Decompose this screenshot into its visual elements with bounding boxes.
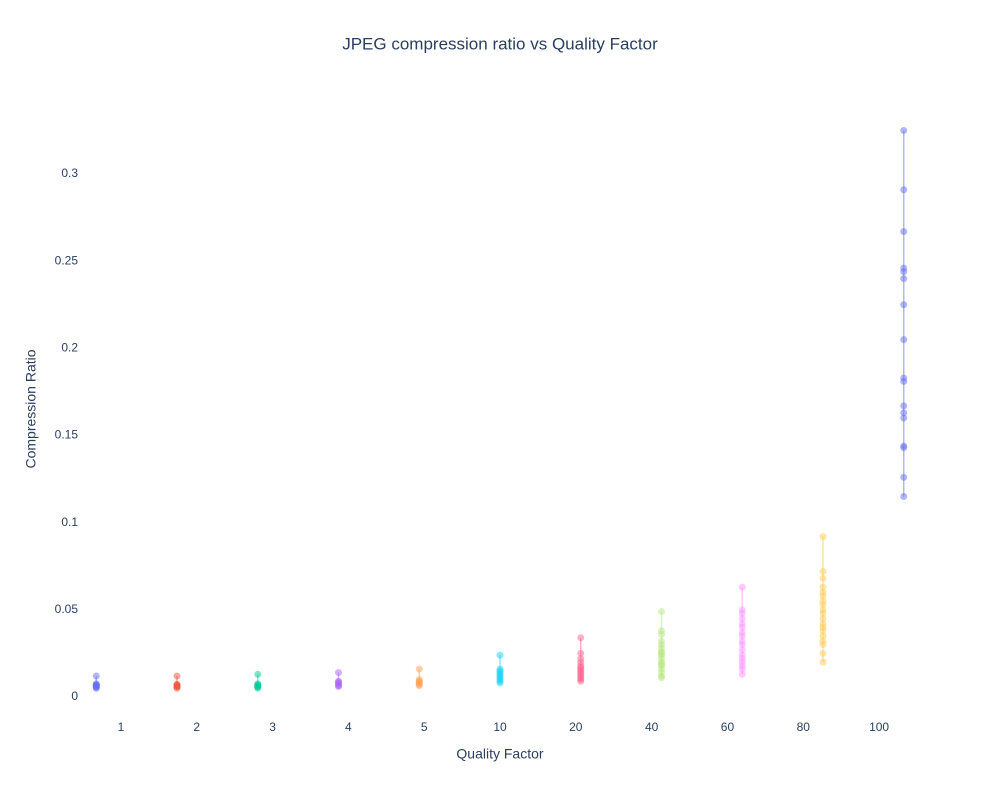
point	[738, 646, 746, 654]
x-tick-label: 4	[345, 720, 352, 734]
point	[900, 186, 908, 194]
point	[819, 533, 827, 541]
point	[496, 651, 504, 659]
point	[657, 649, 665, 657]
point	[819, 649, 827, 657]
x-tick-label: 3	[269, 720, 276, 734]
x-tick-label: 20	[569, 720, 583, 734]
point	[738, 623, 746, 631]
x-tick-label: 60	[721, 720, 735, 734]
x-tick-label: 100	[869, 720, 889, 734]
y-tick-label: 0.1	[61, 515, 78, 529]
y-tick-label: 0.3	[61, 166, 78, 180]
y-tick-label: 0.2	[61, 341, 78, 355]
chart-title: JPEG compression ratio vs Quality Factor	[342, 34, 658, 53]
point	[738, 583, 746, 591]
point	[738, 615, 746, 623]
y-tick-label: 0	[71, 689, 78, 703]
point	[577, 634, 585, 642]
point	[657, 630, 665, 638]
y-tick-label: 0.05	[55, 602, 79, 616]
point	[819, 592, 827, 600]
point	[819, 583, 827, 591]
point	[900, 377, 908, 385]
y-tick-label: 0.15	[55, 428, 79, 442]
point	[900, 473, 908, 481]
point	[738, 641, 746, 649]
point	[254, 683, 262, 691]
point	[819, 658, 827, 666]
x-tick-label: 2	[193, 720, 200, 734]
x-tick-label: 80	[797, 720, 811, 734]
x-tick-label: 10	[493, 720, 507, 734]
point	[900, 268, 908, 276]
point	[254, 670, 262, 678]
point	[657, 608, 665, 616]
point	[657, 660, 665, 668]
point	[92, 672, 100, 680]
point	[900, 409, 908, 417]
point	[900, 444, 908, 452]
point	[819, 567, 827, 575]
point	[415, 665, 423, 673]
point	[335, 678, 343, 686]
point	[657, 674, 665, 682]
point	[819, 632, 827, 640]
point	[900, 275, 908, 283]
point	[900, 126, 908, 134]
point	[577, 649, 585, 657]
point	[900, 414, 908, 422]
point	[92, 681, 100, 689]
point	[577, 663, 585, 671]
point	[496, 667, 504, 675]
point	[335, 669, 343, 677]
point	[819, 627, 827, 635]
y-tick-label: 0.25	[55, 253, 79, 267]
point	[496, 679, 504, 687]
point	[415, 678, 423, 686]
point	[738, 670, 746, 678]
point	[900, 301, 908, 309]
point	[819, 609, 827, 617]
point	[173, 682, 181, 690]
point	[900, 336, 908, 344]
x-tick-label: 5	[421, 720, 428, 734]
point	[900, 402, 908, 410]
point	[738, 609, 746, 617]
point	[738, 632, 746, 640]
point	[173, 672, 181, 680]
x-axis-title: Quality Factor	[456, 746, 543, 762]
point	[738, 665, 746, 673]
point	[819, 641, 827, 649]
x-tick-label: 40	[645, 720, 659, 734]
y-axis-title: Compression Ratio	[23, 349, 39, 468]
point	[819, 615, 827, 623]
point	[900, 493, 908, 501]
point	[819, 601, 827, 609]
point	[900, 228, 908, 236]
x-tick-label: 1	[118, 720, 125, 734]
point	[577, 674, 585, 682]
point	[819, 574, 827, 582]
